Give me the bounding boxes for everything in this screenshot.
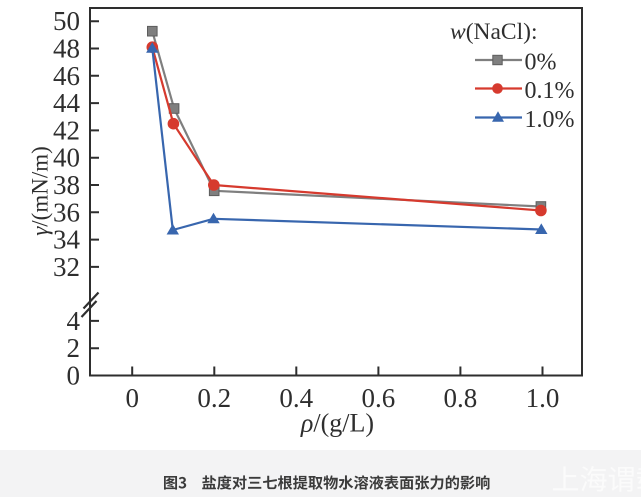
svg-text:34: 34	[53, 225, 81, 255]
svg-text:1.0: 1.0	[526, 383, 560, 413]
svg-text:w(NaCl):: w(NaCl):	[450, 19, 537, 45]
svg-text:1.0%: 1.0%	[525, 107, 575, 133]
svg-text:46: 46	[53, 61, 80, 91]
svg-text:0.8: 0.8	[444, 383, 478, 413]
svg-text:0.4: 0.4	[279, 383, 313, 413]
svg-text:0%: 0%	[525, 50, 557, 76]
svg-text:0: 0	[125, 383, 139, 413]
svg-text:γ/(mN/m): γ/(mN/m)	[27, 146, 52, 236]
svg-text:32: 32	[53, 252, 80, 282]
svg-text:44: 44	[53, 88, 81, 118]
svg-text:0.1%: 0.1%	[525, 78, 575, 104]
svg-text:2: 2	[67, 333, 81, 363]
svg-text:36: 36	[53, 197, 80, 227]
svg-text:0.6: 0.6	[362, 383, 396, 413]
svg-text:4: 4	[67, 306, 81, 336]
svg-text:0.2: 0.2	[197, 383, 231, 413]
svg-text:0: 0	[67, 361, 81, 391]
svg-text:48: 48	[53, 34, 80, 64]
svg-text:42: 42	[53, 115, 80, 145]
svg-text:ρ/(g/L): ρ/(g/L)	[300, 409, 374, 438]
svg-text:40: 40	[53, 143, 80, 173]
svg-text:38: 38	[53, 170, 80, 200]
svg-text:50: 50	[53, 6, 80, 36]
